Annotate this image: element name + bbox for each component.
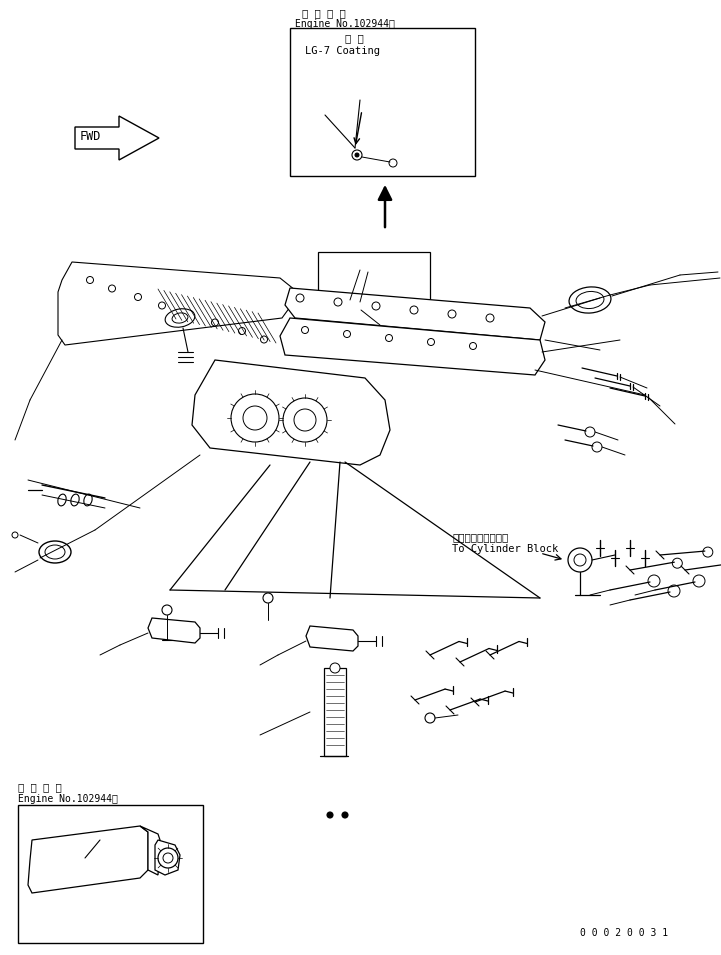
Bar [318,252,430,350]
Circle shape [327,812,333,818]
Circle shape [163,853,173,863]
Text: 適 用 号 機: 適 用 号 機 [302,8,346,18]
Circle shape [187,310,193,317]
Ellipse shape [172,313,188,323]
Circle shape [294,409,316,431]
Circle shape [243,406,267,430]
Polygon shape [58,262,295,345]
Polygon shape [192,360,390,465]
Circle shape [574,554,586,566]
Circle shape [301,327,309,333]
Ellipse shape [165,308,195,328]
Circle shape [343,330,350,337]
Circle shape [672,558,682,568]
Bar [18,805,203,943]
Circle shape [342,812,348,818]
Circle shape [668,585,680,597]
Polygon shape [285,288,545,340]
Circle shape [231,394,279,442]
Circle shape [211,319,218,326]
Ellipse shape [39,541,71,563]
Circle shape [469,343,477,350]
Circle shape [334,298,342,306]
Polygon shape [155,840,180,875]
Text: 塗 布: 塗 布 [345,33,364,43]
Circle shape [239,328,245,334]
Circle shape [648,575,660,587]
Circle shape [410,306,418,314]
Ellipse shape [71,494,79,506]
Ellipse shape [569,286,611,313]
Circle shape [283,398,327,442]
Circle shape [372,302,380,310]
Circle shape [349,304,361,316]
Polygon shape [306,626,358,651]
Ellipse shape [84,494,92,506]
Bar [290,28,475,176]
Circle shape [162,605,172,615]
Circle shape [355,153,359,157]
Circle shape [448,310,456,318]
Circle shape [296,294,304,302]
Circle shape [425,713,435,723]
Text: Engine No.102944～: Engine No.102944～ [295,19,395,29]
Circle shape [592,442,602,452]
Circle shape [330,663,340,673]
Circle shape [108,285,115,292]
Circle shape [386,334,392,342]
Polygon shape [140,826,160,875]
Circle shape [693,575,705,587]
Circle shape [703,547,713,557]
Text: シリンダブロックへ: シリンダブロックへ [452,532,508,542]
Ellipse shape [576,291,604,308]
Circle shape [159,302,166,309]
Circle shape [260,336,267,343]
Circle shape [352,150,362,160]
Text: 0 0 0 2 0 0 3 1: 0 0 0 2 0 0 3 1 [580,928,668,938]
Ellipse shape [58,494,66,506]
Circle shape [389,159,397,167]
Circle shape [87,277,94,284]
Polygon shape [28,826,148,893]
Circle shape [12,532,18,538]
Text: LG-7 Coating: LG-7 Coating [305,46,380,56]
Text: Engine No.102944～: Engine No.102944～ [18,794,118,804]
Circle shape [135,293,141,301]
Text: FWD: FWD [80,130,102,143]
Bar [324,668,346,756]
Polygon shape [280,318,545,375]
Circle shape [263,593,273,603]
Text: 適 用 号 機: 適 用 号 機 [18,782,62,792]
Circle shape [568,548,592,572]
Circle shape [158,848,178,868]
Polygon shape [148,618,200,643]
Text: To Cylinder Block: To Cylinder Block [452,544,558,554]
Circle shape [428,338,435,346]
Ellipse shape [45,545,65,559]
Circle shape [585,427,595,437]
Polygon shape [75,116,159,160]
Circle shape [486,314,494,322]
